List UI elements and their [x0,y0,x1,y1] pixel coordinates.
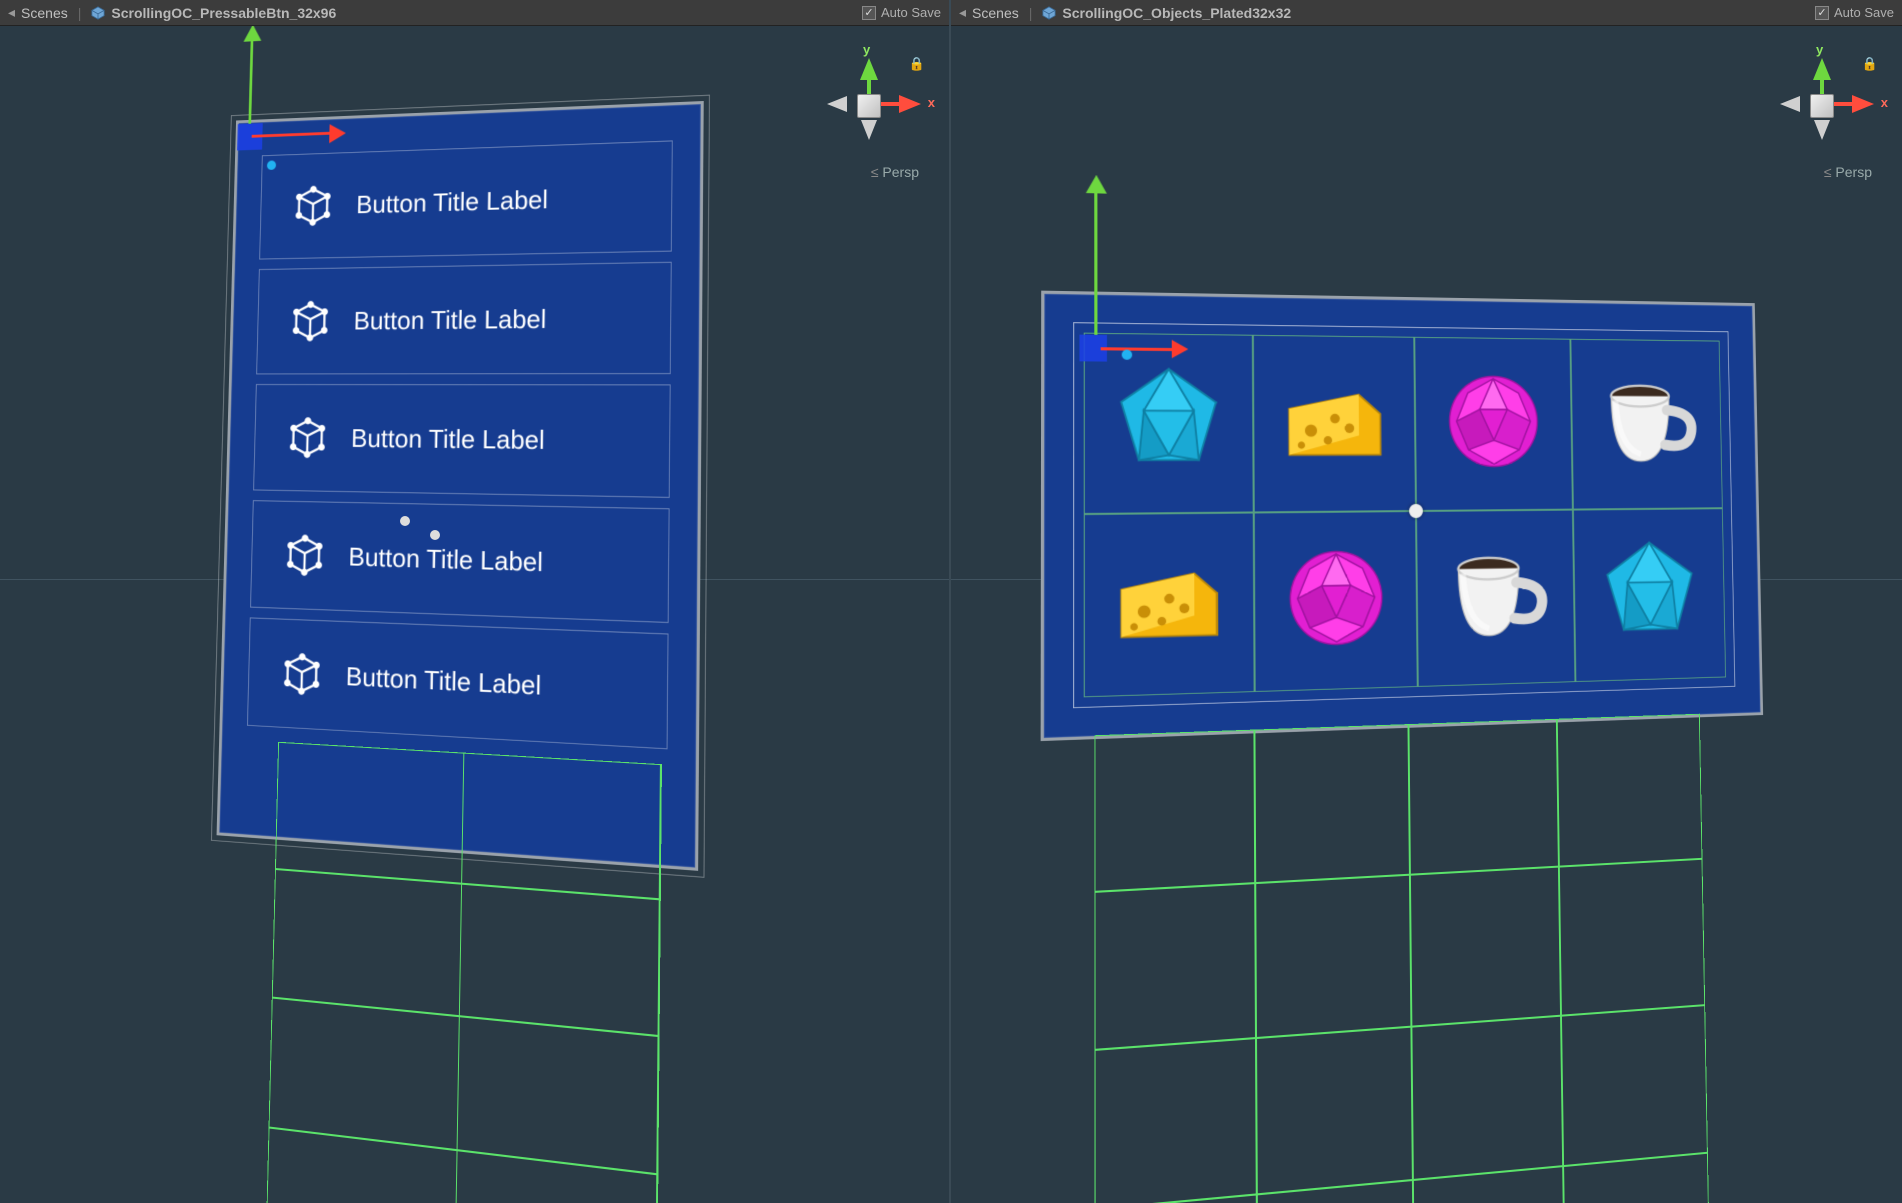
autosave-toggle[interactable]: Auto Save [1815,5,1894,20]
grid-cell[interactable] [1570,339,1723,510]
projection-mode[interactable]: Persp [1824,164,1872,180]
gizmo-axis-neg-y[interactable] [861,120,877,140]
autosave-checkbox[interactable] [862,6,876,20]
box3d-icon [283,293,338,350]
toolbar-right: ◂ Scenes | ScrollingOC_Objects_Plated32x… [951,0,1902,26]
scene-view-left: ◂ Scenes | ScrollingOC_PressableBtn_32x9… [0,0,951,1203]
toolbar-left: ◂ Scenes | ScrollingOC_PressableBtn_32x9… [0,0,949,26]
scene-name[interactable]: ScrollingOC_PressableBtn_32x96 [111,5,336,21]
scene-asset-icon [1042,6,1056,20]
gizmo-axis-x[interactable]: x [1834,101,1874,107]
button-label: Button Title Label [353,303,546,335]
orientation-gizmo[interactable]: y x 🔒 Persp [1772,56,1872,156]
hidden-rows-wire [266,742,662,1203]
grid-cell[interactable] [1416,510,1575,687]
box3d-icon [274,644,329,704]
object-grid [1084,333,1726,698]
projection-mode[interactable]: Persp [871,164,919,180]
gizmo-lock-icon[interactable]: 🔒 [1862,56,1878,72]
object-mug[interactable] [1437,534,1554,661]
viewport-left[interactable]: y x 🔒 Persp B [0,26,949,1203]
object-gem[interactable] [1435,362,1552,486]
object-cheese[interactable] [1106,538,1232,670]
grid-cell[interactable] [1084,512,1254,697]
button-label: Button Title Label [351,423,545,456]
gizmo-lock-icon[interactable]: 🔒 [909,56,925,72]
back-icon[interactable]: ◂ [8,4,15,21]
pressable-button[interactable]: Button Title Label [250,500,670,623]
box3d-icon [280,409,335,466]
pressable-button[interactable]: Button Title Label [259,140,673,259]
breadcrumb-separator: | [1029,5,1033,21]
back-icon[interactable]: ◂ [959,4,966,21]
grid-cell[interactable] [1572,508,1726,682]
scene-pivot-dot [400,516,410,526]
hidden-rows-wire [1094,714,1709,1203]
breadcrumb-root[interactable]: Scenes [21,5,68,21]
gizmo-axis-neg-z[interactable] [1780,96,1800,112]
autosave-checkbox[interactable] [1815,6,1829,20]
gizmo-axis-x[interactable]: x [881,101,921,107]
gizmo-axis-y[interactable]: y [1819,58,1825,98]
autosave-label: Auto Save [881,5,941,20]
grid-cell[interactable] [1414,337,1572,511]
button-label: Button Title Label [348,541,543,578]
scene-3d-left: Button Title Label Button Title Label Butt… [0,26,949,1203]
gizmo-axis-y[interactable]: y [866,58,872,98]
pressable-button[interactable]: Button Title Label [253,384,671,498]
autosave-toggle[interactable]: Auto Save [862,5,941,20]
breadcrumb-root[interactable]: Scenes [972,5,1019,21]
object-mug[interactable] [1590,363,1703,485]
button-label: Button Title Label [356,184,548,220]
scene-name[interactable]: ScrollingOC_Objects_Plated32x32 [1062,5,1291,21]
button-list: Button Title Label Button Title Label Butt… [247,140,673,749]
viewport-right[interactable]: y x 🔒 Persp [951,26,1902,1203]
object-icosahedron[interactable] [1106,359,1231,488]
orientation-gizmo[interactable]: y x 🔒 Persp [819,56,919,156]
scene-3d-right [951,26,1902,1203]
grid-cell[interactable] [1253,511,1418,692]
breadcrumb-separator: | [78,5,82,21]
scroll-panel-right[interactable] [1041,291,1764,742]
autosave-label: Auto Save [1834,5,1894,20]
gizmo-axis-neg-z[interactable] [827,96,847,112]
scene-view-right: ◂ Scenes | ScrollingOC_Objects_Plated32x… [951,0,1902,1203]
scene-pivot-dot [430,530,440,540]
box3d-icon [277,526,332,585]
gizmo-center[interactable] [1810,94,1834,118]
gizmo-axis-neg-y[interactable] [1814,120,1830,140]
handle-axis-y[interactable] [248,39,253,123]
box3d-icon [286,177,340,234]
button-label: Button Title Label [346,661,542,702]
object-icosahedron[interactable] [1593,533,1706,657]
pressable-button[interactable]: Button Title Label [256,262,672,375]
gizmo-center[interactable] [857,94,881,118]
scene-asset-icon [91,6,105,20]
